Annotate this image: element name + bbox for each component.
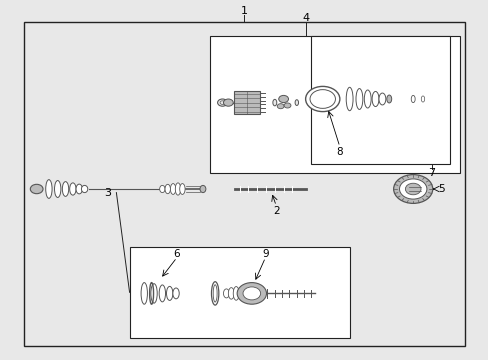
Ellipse shape xyxy=(200,185,205,193)
Ellipse shape xyxy=(150,284,157,303)
Ellipse shape xyxy=(272,99,276,106)
Ellipse shape xyxy=(45,180,52,198)
Circle shape xyxy=(223,99,233,106)
Ellipse shape xyxy=(213,285,217,302)
Circle shape xyxy=(237,283,266,304)
Circle shape xyxy=(284,103,290,108)
Text: 8: 8 xyxy=(336,147,343,157)
Ellipse shape xyxy=(386,95,391,103)
Circle shape xyxy=(277,104,284,109)
Circle shape xyxy=(30,184,43,194)
Ellipse shape xyxy=(371,91,378,107)
Circle shape xyxy=(399,179,426,199)
Text: 1: 1 xyxy=(241,6,247,16)
Ellipse shape xyxy=(159,285,165,302)
Ellipse shape xyxy=(295,100,298,105)
Text: 4: 4 xyxy=(302,13,308,23)
Ellipse shape xyxy=(355,89,362,109)
Circle shape xyxy=(309,90,335,108)
Circle shape xyxy=(278,95,288,103)
Ellipse shape xyxy=(180,184,185,194)
Ellipse shape xyxy=(69,183,76,195)
Ellipse shape xyxy=(233,287,239,300)
Ellipse shape xyxy=(165,184,170,194)
Ellipse shape xyxy=(223,289,229,298)
Bar xyxy=(234,91,259,114)
Ellipse shape xyxy=(141,283,147,304)
Ellipse shape xyxy=(421,96,424,102)
Text: 3: 3 xyxy=(104,188,111,198)
Ellipse shape xyxy=(81,185,87,193)
Text: 2: 2 xyxy=(272,206,279,216)
Circle shape xyxy=(393,175,432,203)
Text: 9: 9 xyxy=(262,249,268,259)
Ellipse shape xyxy=(54,181,61,198)
Text: 6: 6 xyxy=(173,249,180,259)
Ellipse shape xyxy=(62,182,68,197)
Circle shape xyxy=(217,99,227,106)
Text: 5: 5 xyxy=(437,184,444,194)
Circle shape xyxy=(220,101,224,104)
Bar xyxy=(310,36,449,164)
Ellipse shape xyxy=(410,95,414,103)
Ellipse shape xyxy=(175,183,181,195)
Bar xyxy=(129,247,349,338)
Ellipse shape xyxy=(364,90,370,108)
Ellipse shape xyxy=(159,185,165,193)
Text: 7: 7 xyxy=(427,168,434,178)
Ellipse shape xyxy=(211,282,219,305)
Circle shape xyxy=(243,287,260,300)
Ellipse shape xyxy=(166,287,173,300)
Ellipse shape xyxy=(228,288,234,299)
Ellipse shape xyxy=(378,93,385,105)
Circle shape xyxy=(405,183,420,195)
Bar xyxy=(210,36,459,173)
Ellipse shape xyxy=(173,288,179,299)
Ellipse shape xyxy=(76,184,82,194)
Circle shape xyxy=(305,86,339,112)
Ellipse shape xyxy=(346,87,352,111)
Ellipse shape xyxy=(170,184,176,194)
